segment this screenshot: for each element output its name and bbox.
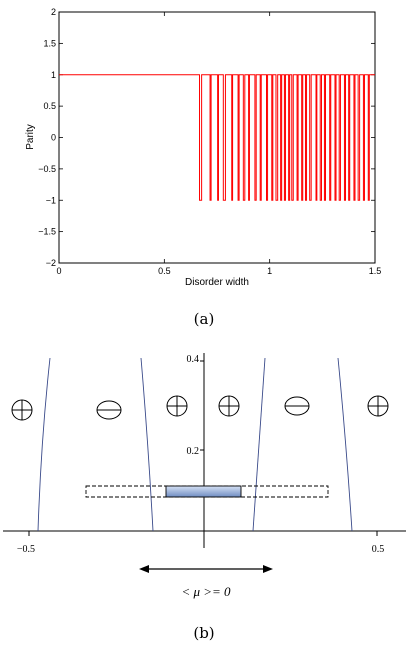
y-tick-label: −0.5 (38, 164, 56, 174)
mean-arrow (139, 565, 273, 573)
parity-plus-sign (11, 399, 33, 421)
y-tick-label: −1.5 (38, 227, 56, 237)
x-tick-label: 0.5 (158, 266, 171, 276)
curve-4 (337, 357, 353, 532)
parity-plus-sign (367, 395, 389, 417)
y-tick-label: 1 (51, 70, 56, 80)
y-tick-label-0.4: 0.4 (187, 354, 200, 365)
parity-signs (11, 395, 389, 421)
curve-3 (252, 357, 266, 532)
y-axis-label: Parity (25, 124, 36, 150)
parity-plus-sign (166, 395, 188, 417)
y-tick-label: 0.5 (43, 101, 56, 111)
caption-a: (a) (194, 310, 215, 328)
x-tick-label: 1 (267, 266, 272, 276)
y-tick-label: −1 (46, 195, 56, 205)
y-tick-label: −2 (46, 258, 56, 268)
disorder-diagram: 0.4 0.2 −0.5 0.5 (3, 353, 406, 599)
plot-frame (58, 11, 376, 264)
parity-minus-sign (284, 396, 310, 416)
y-tick-label: 0 (51, 133, 56, 143)
y-tick-label: 1.5 (43, 38, 56, 48)
parity-minus-sign (96, 400, 122, 420)
parity-chart: −2 −1.5 −1 −0.5 0 0.5 1 1.5 2 0 0.5 1 1.5 Disorder … (25, 7, 381, 288)
y-tick-label-0.2: 0.2 (187, 446, 200, 457)
x-tick-label: 1.5 (369, 266, 382, 276)
y-tick-label: 2 (51, 7, 56, 17)
parity-plus-sign (218, 395, 240, 417)
curve-2 (140, 357, 154, 532)
x-tick-label-0.5: 0.5 (372, 544, 385, 555)
x-axis-label: Disorder width (185, 277, 249, 288)
y-axis-ticks: −2 −1.5 −1 −0.5 0 0.5 1 1.5 2 (38, 7, 375, 268)
mean-label: < μ >= 0 (181, 584, 231, 599)
disorder-range-bar (165, 485, 242, 498)
caption-b: (b) (193, 624, 214, 642)
curve-1 (37, 357, 51, 532)
x-tick-label: 0 (56, 266, 61, 276)
x-tick-label-minus-0.5: −0.5 (17, 544, 35, 555)
parity-series-line (59, 74, 375, 201)
x-axis-ticks: 0 0.5 1 1.5 (56, 12, 381, 276)
boundary-curves (37, 357, 353, 532)
